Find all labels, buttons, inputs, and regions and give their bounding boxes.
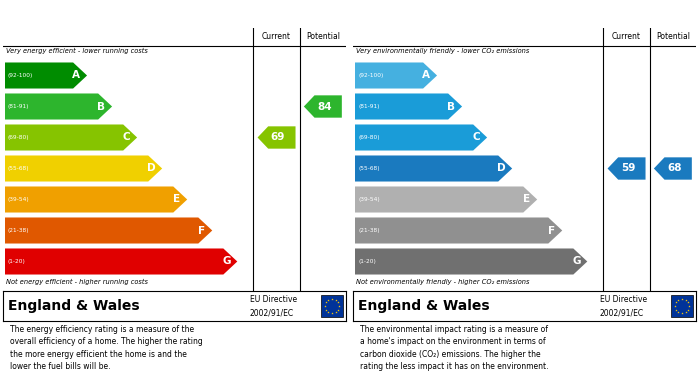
- Text: B: B: [447, 102, 455, 111]
- Text: EU Directive: EU Directive: [600, 296, 647, 305]
- Polygon shape: [355, 63, 437, 88]
- Polygon shape: [355, 124, 487, 151]
- Text: (1-20): (1-20): [8, 259, 26, 264]
- Text: Environmental Impact (CO₂) Rating: Environmental Impact (CO₂) Rating: [358, 9, 591, 22]
- Polygon shape: [5, 124, 137, 151]
- Text: F: F: [548, 226, 555, 235]
- Text: D: D: [147, 163, 155, 174]
- Polygon shape: [355, 93, 462, 120]
- Polygon shape: [654, 157, 692, 179]
- Text: (1-20): (1-20): [358, 259, 376, 264]
- Text: B: B: [97, 102, 105, 111]
- Text: (39-54): (39-54): [8, 197, 29, 202]
- Text: Potential: Potential: [306, 32, 340, 41]
- Text: 2002/91/EC: 2002/91/EC: [250, 308, 294, 317]
- Polygon shape: [5, 248, 237, 274]
- Bar: [321, 295, 343, 317]
- Polygon shape: [5, 187, 187, 213]
- Text: 69: 69: [271, 133, 285, 142]
- Text: England & Wales: England & Wales: [358, 299, 489, 313]
- Text: 59: 59: [621, 163, 635, 174]
- Text: G: G: [222, 256, 231, 267]
- Text: Not environmentally friendly - higher CO₂ emissions: Not environmentally friendly - higher CO…: [356, 279, 529, 285]
- Polygon shape: [5, 93, 112, 120]
- Polygon shape: [5, 156, 162, 181]
- Text: G: G: [572, 256, 581, 267]
- Text: (21-38): (21-38): [8, 228, 29, 233]
- Text: Not energy efficient - higher running costs: Not energy efficient - higher running co…: [6, 279, 148, 285]
- Text: England & Wales: England & Wales: [8, 299, 139, 313]
- Text: (21-38): (21-38): [358, 228, 379, 233]
- Text: Current: Current: [612, 32, 641, 41]
- Text: 2002/91/EC: 2002/91/EC: [600, 308, 644, 317]
- Text: (69-80): (69-80): [358, 135, 379, 140]
- Text: (92-100): (92-100): [358, 73, 384, 78]
- Text: 84: 84: [317, 102, 332, 111]
- Text: E: E: [173, 194, 180, 204]
- Polygon shape: [355, 248, 587, 274]
- Text: C: C: [122, 133, 130, 142]
- Text: The energy efficiency rating is a measure of the
overall efficiency of a home. T: The energy efficiency rating is a measur…: [10, 325, 202, 371]
- Text: Energy Efficiency Rating: Energy Efficiency Rating: [8, 9, 171, 22]
- Text: (69-80): (69-80): [8, 135, 29, 140]
- Text: D: D: [497, 163, 505, 174]
- Text: Potential: Potential: [656, 32, 690, 41]
- Polygon shape: [608, 157, 645, 179]
- Text: A: A: [72, 70, 80, 81]
- Text: (92-100): (92-100): [8, 73, 34, 78]
- Polygon shape: [355, 217, 562, 244]
- Text: (81-91): (81-91): [8, 104, 29, 109]
- Polygon shape: [304, 95, 342, 118]
- Polygon shape: [355, 187, 537, 213]
- Polygon shape: [355, 156, 512, 181]
- Polygon shape: [5, 63, 87, 88]
- Text: E: E: [523, 194, 530, 204]
- Text: Current: Current: [262, 32, 291, 41]
- Text: EU Directive: EU Directive: [250, 296, 297, 305]
- Text: F: F: [198, 226, 205, 235]
- Text: (55-68): (55-68): [8, 166, 29, 171]
- Text: C: C: [473, 133, 480, 142]
- Polygon shape: [5, 217, 212, 244]
- Text: (81-91): (81-91): [358, 104, 379, 109]
- Text: A: A: [422, 70, 430, 81]
- Text: (55-68): (55-68): [358, 166, 379, 171]
- Bar: [671, 295, 693, 317]
- Text: The environmental impact rating is a measure of
a home's impact on the environme: The environmental impact rating is a mea…: [360, 325, 548, 371]
- Text: Very environmentally friendly - lower CO₂ emissions: Very environmentally friendly - lower CO…: [356, 48, 529, 54]
- Text: 68: 68: [667, 163, 682, 174]
- Text: (39-54): (39-54): [358, 197, 380, 202]
- Text: Very energy efficient - lower running costs: Very energy efficient - lower running co…: [6, 48, 148, 54]
- Polygon shape: [258, 126, 295, 149]
